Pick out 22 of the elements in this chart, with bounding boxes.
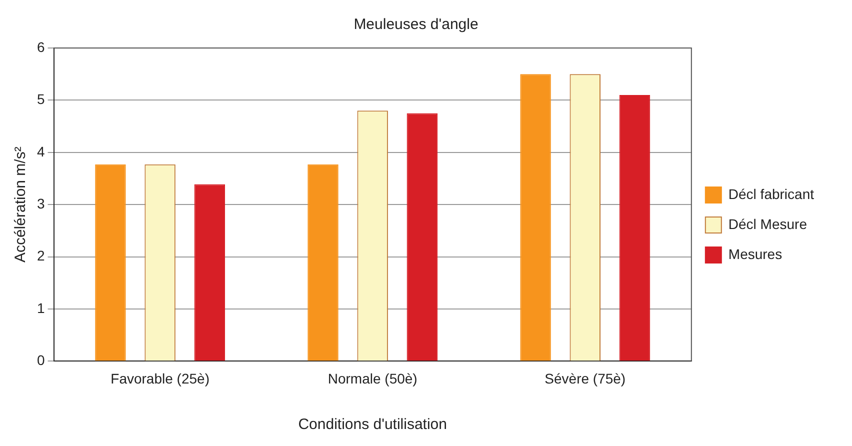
x-axis-title: Conditions d'utilisation bbox=[298, 416, 447, 434]
legend-label: Mesures bbox=[728, 246, 782, 262]
x-tick-label: Favorable (25è) bbox=[110, 370, 210, 386]
legend-label: Décl Mesure bbox=[728, 216, 808, 232]
bar bbox=[619, 94, 650, 361]
y-tick-label: 4 bbox=[36, 143, 45, 160]
x-tick-label: Sévère (75è) bbox=[544, 370, 626, 386]
bar bbox=[308, 164, 338, 361]
y-tick-label: 3 bbox=[36, 195, 45, 212]
y-tick-label: 5 bbox=[36, 91, 45, 108]
y-axis-title: Accélération m/s² bbox=[12, 146, 30, 263]
y-tick-label: 1 bbox=[36, 300, 45, 316]
bar bbox=[406, 113, 438, 361]
legend-label: Décl fabricant bbox=[728, 186, 814, 202]
y-tick-label: 0 bbox=[36, 352, 45, 368]
chart-title: Meuleuses d'angle bbox=[354, 16, 478, 34]
x-tick-label: Normale (50è) bbox=[328, 370, 418, 386]
bar bbox=[194, 184, 226, 361]
y-tick-label: 6 bbox=[36, 38, 45, 55]
bar bbox=[95, 164, 126, 361]
y-tick-label: 2 bbox=[36, 248, 45, 264]
bar bbox=[520, 74, 551, 361]
